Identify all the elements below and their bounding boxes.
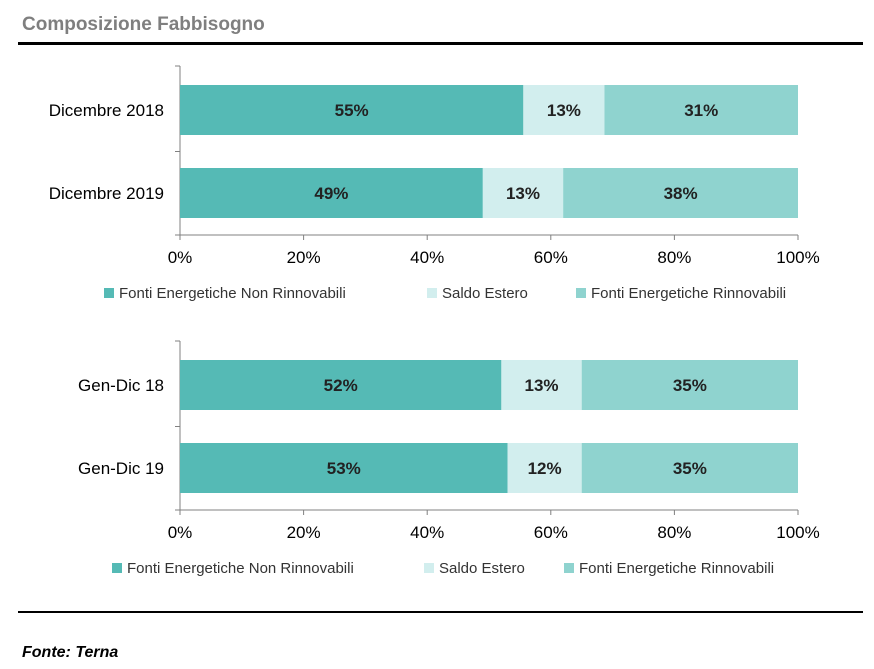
x-tick-label: 0%: [168, 523, 193, 542]
x-tick-label: 80%: [657, 523, 691, 542]
category-label: Gen-Dic 18: [78, 376, 164, 395]
x-tick-label: 0%: [168, 248, 193, 267]
bar-segment: [507, 443, 582, 493]
data-label: 38%: [664, 184, 698, 203]
bar-segment: [563, 168, 798, 218]
legend-swatch: [112, 563, 122, 573]
x-tick-label: 100%: [776, 248, 819, 267]
bar-segment: [482, 168, 564, 218]
bar-segment: [180, 443, 508, 493]
bar-segment: [180, 85, 524, 135]
data-label: 13%: [506, 184, 540, 203]
bar-segment: [501, 360, 582, 410]
x-tick-label: 20%: [287, 248, 321, 267]
x-tick-label: 60%: [534, 523, 568, 542]
legend-swatch: [104, 288, 114, 298]
data-label: 13%: [525, 376, 559, 395]
chart-gen-dic: 0% 20% 40% 60% 80% 100% Gen-Dic 18 52% 13% 35% Gen…: [78, 340, 820, 577]
data-label: 49%: [314, 184, 348, 203]
data-label: 35%: [673, 376, 707, 395]
data-label: 35%: [673, 459, 707, 478]
top-rule: [18, 42, 863, 45]
x-tick-label: 40%: [410, 523, 444, 542]
x-tick-label: 100%: [776, 523, 819, 542]
legend-label: Saldo Estero: [442, 285, 528, 302]
legend-label: Fonti Energetiche Rinnovabili: [579, 560, 774, 577]
bar-segment: [581, 360, 798, 410]
x-tick-label: 60%: [534, 248, 568, 267]
data-label: 53%: [327, 459, 361, 478]
x-tick-label: 20%: [287, 523, 321, 542]
legend-label: Saldo Estero: [439, 560, 525, 577]
data-label: 12%: [528, 459, 562, 478]
category-label: Dicembre 2018: [49, 101, 164, 120]
bar-segment: [581, 443, 798, 493]
x-tick-label: 40%: [410, 248, 444, 267]
data-label: 13%: [547, 101, 581, 120]
legend-swatch: [427, 288, 437, 298]
bar-segment: [523, 85, 605, 135]
legend-swatch: [564, 563, 574, 573]
x-tick-label: 80%: [657, 248, 691, 267]
legend-label: Fonti Energetiche Non Rinnovabili: [119, 285, 346, 302]
data-label: 31%: [684, 101, 718, 120]
bar-segment: [180, 168, 483, 218]
legend-label: Fonti Energetiche Non Rinnovabili: [127, 560, 354, 577]
bottom-rule: [18, 611, 863, 613]
legend-swatch: [576, 288, 586, 298]
page-title: Composizione Fabbisogno: [22, 14, 265, 35]
source-note: Fonte: Terna: [22, 644, 119, 661]
legend-swatch: [424, 563, 434, 573]
category-label: Dicembre 2019: [49, 184, 164, 203]
chart-dicembre: 0% 20% 40% 60% 80% 100% Dicembre 2018 55% 13% 31%…: [49, 65, 820, 302]
data-label: 52%: [324, 376, 358, 395]
bar-segment: [180, 360, 502, 410]
bar-segment: [604, 85, 798, 135]
category-label: Gen-Dic 19: [78, 459, 164, 478]
legend-label: Fonti Energetiche Rinnovabili: [591, 285, 786, 302]
data-label: 55%: [335, 101, 369, 120]
